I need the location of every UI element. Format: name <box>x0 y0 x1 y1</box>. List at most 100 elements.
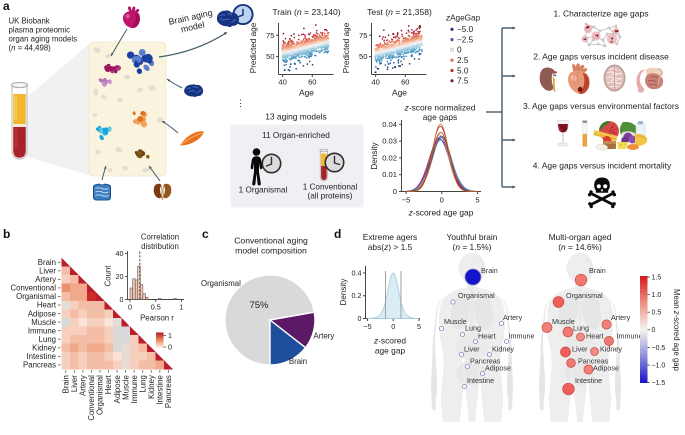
svg-text:Adipose: Adipose <box>28 309 56 318</box>
svg-text:Muscle: Muscle <box>121 375 130 400</box>
svg-text:Lung: Lung <box>138 375 147 392</box>
svg-text:60: 60 <box>308 78 316 87</box>
svg-text:−2.5: −2.5 <box>457 35 474 44</box>
svg-text:Age: Age <box>299 88 314 98</box>
svg-text:0: 0 <box>440 196 444 205</box>
svg-text:(n = 44,498): (n = 44,498) <box>9 44 52 53</box>
svg-text:Intestine: Intestine <box>575 376 602 385</box>
svg-text:Conventional aging: Conventional aging <box>234 236 308 246</box>
svg-text:Intestine: Intestine <box>27 352 56 361</box>
svg-text:20: 20 <box>116 272 124 281</box>
svg-text:Count: Count <box>104 265 113 287</box>
svg-text:1. Characterize age gaps: 1. Characterize age gaps <box>554 9 649 19</box>
svg-text:7.5: 7.5 <box>457 77 469 86</box>
svg-text:1: 1 <box>180 303 184 312</box>
svg-text:Conventional: Conventional <box>87 375 96 421</box>
svg-text:2.5: 2.5 <box>457 56 469 65</box>
svg-text:Mean z-scored age gap: Mean z-scored age gap <box>672 289 681 372</box>
svg-text:Train (n = 23,140): Train (n = 23,140) <box>272 7 340 17</box>
svg-text:age gap: age gap <box>375 346 406 356</box>
svg-text:abs(z) > 1.5: abs(z) > 1.5 <box>368 242 413 252</box>
svg-text:Age: Age <box>392 88 407 98</box>
svg-text:4. Age gaps versus incident mo: 4. Age gaps versus incident mortality <box>533 161 672 171</box>
svg-text:Lung: Lung <box>573 324 589 333</box>
svg-text:50: 50 <box>359 52 367 61</box>
svg-text:⋮: ⋮ <box>236 98 245 108</box>
svg-text:Heart: Heart <box>478 332 496 341</box>
svg-text:0: 0 <box>358 314 362 323</box>
svg-text:z-scored age gap: z-scored age gap <box>408 208 474 218</box>
svg-text:1.5: 1.5 <box>652 274 662 281</box>
svg-text:Intestine: Intestine <box>156 375 165 404</box>
svg-text:0.01: 0.01 <box>382 170 397 179</box>
svg-text:Pancreas: Pancreas <box>23 361 56 370</box>
svg-text:Youthful brain: Youthful brain <box>447 232 498 242</box>
svg-text:Artery: Artery <box>503 313 523 322</box>
svg-text:11 Organ-enriched: 11 Organ-enriched <box>262 131 330 140</box>
svg-text:Kidney: Kidney <box>147 375 156 399</box>
svg-text:5: 5 <box>417 322 421 331</box>
svg-text:Liver: Liver <box>572 345 588 354</box>
svg-text:Organismal: Organismal <box>458 291 495 300</box>
svg-text:Adipose: Adipose <box>113 375 122 403</box>
svg-text:75: 75 <box>359 31 367 40</box>
svg-text:Pearson r: Pearson r <box>140 314 174 323</box>
svg-text:Artery: Artery <box>611 313 631 322</box>
svg-text:1 Conventional: 1 Conventional <box>303 183 358 192</box>
svg-text:Muscle: Muscle <box>552 317 575 326</box>
svg-text:Immune: Immune <box>28 326 56 335</box>
svg-text:Brain: Brain <box>38 258 56 267</box>
svg-text:Artery: Artery <box>314 332 335 341</box>
svg-text:0: 0 <box>457 46 462 55</box>
svg-text:d: d <box>334 227 341 241</box>
svg-text:Predicted age: Predicted age <box>342 22 351 73</box>
svg-text:Brain: Brain <box>589 266 606 275</box>
svg-text:−5.0: −5.0 <box>457 25 474 34</box>
svg-text:Test (n = 21,358): Test (n = 21,358) <box>367 7 432 17</box>
svg-text:zAgeGap: zAgeGap <box>445 14 481 23</box>
svg-text:Organismal: Organismal <box>96 375 105 415</box>
svg-text:Density: Density <box>370 141 379 169</box>
svg-text:Adipose: Adipose <box>593 364 619 373</box>
svg-text:−1.0: −1.0 <box>652 362 666 369</box>
svg-text:Liver: Liver <box>39 267 56 276</box>
svg-text:distribution: distribution <box>141 242 179 251</box>
svg-text:−5: −5 <box>402 196 411 205</box>
svg-text:(n = 14.6%): (n = 14.6%) <box>558 242 602 252</box>
svg-text:0: 0 <box>120 295 124 304</box>
svg-text:Liver: Liver <box>70 375 79 392</box>
svg-text:z-scored: z-scored <box>373 336 406 346</box>
svg-text:50: 50 <box>266 52 274 61</box>
svg-text:model composition: model composition <box>235 246 307 256</box>
svg-text:Organismal: Organismal <box>16 292 56 301</box>
svg-text:Heart: Heart <box>104 374 113 394</box>
svg-text:1.0: 1.0 <box>652 292 662 299</box>
svg-text:Pancreas: Pancreas <box>470 357 501 366</box>
svg-text:0: 0 <box>391 322 395 331</box>
svg-text:60: 60 <box>401 78 409 87</box>
svg-text:0.5: 0.5 <box>151 303 161 312</box>
svg-text:40: 40 <box>278 78 286 87</box>
svg-text:0.02: 0.02 <box>382 153 397 162</box>
svg-text:0.4: 0.4 <box>352 268 362 277</box>
svg-text:a: a <box>3 0 10 13</box>
svg-text:Organismal: Organismal <box>566 291 603 300</box>
svg-text:2. Age gaps versus incident di: 2. Age gaps versus incident disease <box>533 52 669 62</box>
svg-text:Pancreas: Pancreas <box>578 357 609 366</box>
svg-text:Immune: Immune <box>509 332 535 341</box>
svg-text:0: 0 <box>168 343 172 352</box>
svg-text:Extreme agers: Extreme agers <box>363 232 417 242</box>
svg-text:0.2: 0.2 <box>352 291 362 300</box>
svg-text:Conventional: Conventional <box>10 284 56 293</box>
svg-text:Kidney: Kidney <box>600 345 622 354</box>
svg-text:UK Biobank: UK Biobank <box>9 17 50 26</box>
svg-text:Heart: Heart <box>586 332 604 341</box>
svg-text:Heart: Heart <box>37 301 57 310</box>
svg-text:Correlation: Correlation <box>141 233 179 242</box>
svg-text:Liver: Liver <box>464 345 480 354</box>
svg-text:0.5: 0.5 <box>652 310 662 317</box>
svg-text:Brain: Brain <box>481 266 498 275</box>
svg-text:Density: Density <box>339 279 348 306</box>
svg-text:plasma proteomic: plasma proteomic <box>9 26 71 35</box>
svg-text:(all proteins): (all proteins) <box>307 192 352 201</box>
